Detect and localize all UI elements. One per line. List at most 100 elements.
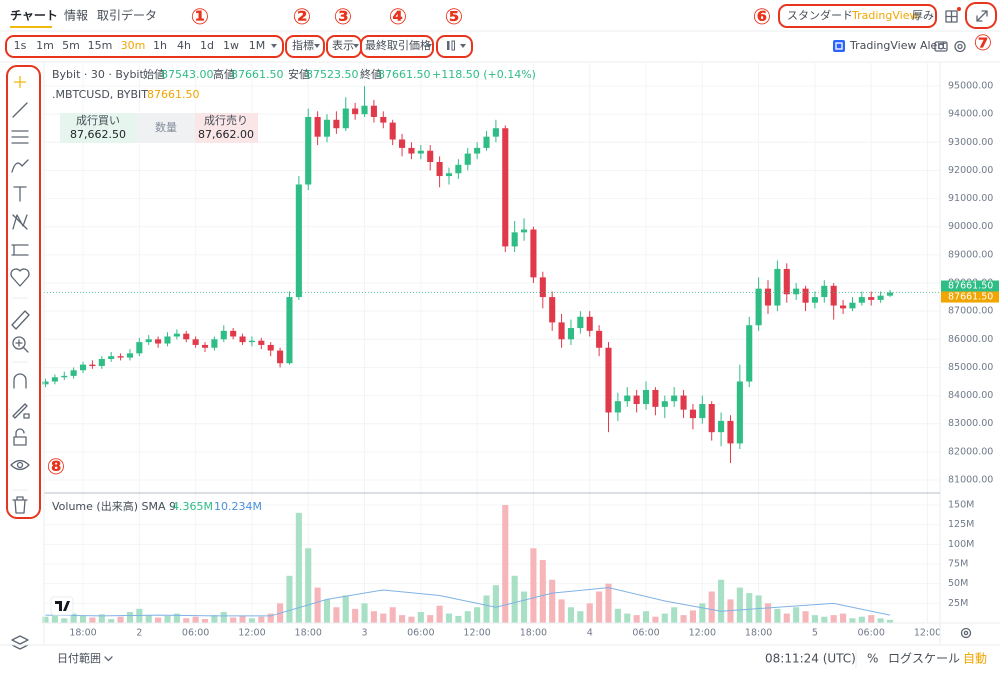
y-tick-label: 89000.00 (948, 249, 993, 260)
lock-tool[interactable] (13, 436, 27, 446)
dropdown-arrow (353, 44, 359, 48)
tab[interactable]: チャート (10, 9, 58, 23)
volume-bar (427, 615, 434, 623)
fullscreen-icon[interactable] (976, 10, 988, 22)
line-tool[interactable] (12, 102, 28, 118)
volume-tick-label: 75M (948, 558, 968, 569)
alert-button[interactable] (833, 40, 845, 52)
clock: 08:11:24 (UTC) (765, 652, 856, 666)
volume-bar (239, 615, 246, 623)
view-mode[interactable]: TradingView (851, 9, 918, 22)
candle-body (577, 316, 584, 329)
candle-body (389, 122, 396, 140)
candle-body (145, 339, 152, 343)
menu[interactable]: 表示 (332, 38, 354, 52)
volume-bar (61, 618, 68, 623)
interval[interactable]: 1d (200, 39, 214, 52)
channel-tool[interactable] (11, 130, 29, 144)
interval[interactable]: 15m (88, 39, 113, 52)
candle-body (51, 377, 58, 382)
sell-button[interactable] (195, 113, 258, 143)
candle-body (652, 389, 659, 407)
interval[interactable]: 1m (36, 39, 54, 52)
lock-drawing-tool[interactable] (12, 403, 30, 419)
crosshair-tool[interactable] (14, 76, 26, 88)
interval[interactable]: 30m (121, 39, 146, 52)
time-settings-icon[interactable] (960, 627, 972, 639)
favorite-tool[interactable] (10, 268, 30, 287)
candle-body (333, 119, 340, 129)
interval[interactable]: 4h (177, 39, 191, 52)
menu[interactable]: 最終取引価格 (365, 38, 431, 52)
candle-body (277, 350, 284, 364)
volume-title: Volume (出来高) SMA 9 (52, 499, 176, 513)
volume-bar (192, 616, 199, 623)
interval[interactable]: 1w (223, 39, 239, 52)
interval[interactable]: 1h (153, 39, 167, 52)
annotation-number: ① (191, 5, 210, 30)
percent-toggle[interactable]: % (867, 652, 878, 666)
menu[interactable]: 指標 (292, 38, 314, 52)
text-tool[interactable] (13, 186, 27, 202)
candle-body (596, 330, 603, 348)
volume-bar (821, 616, 828, 623)
drawing-toolbar (10, 76, 30, 650)
projection-tool[interactable] (11, 244, 29, 256)
date-range[interactable]: 日付範囲 (57, 651, 101, 665)
volume-bar (201, 619, 209, 623)
pattern-tool[interactable] (12, 214, 28, 230)
volume-bar (849, 618, 856, 623)
dropdown-arrow[interactable] (271, 44, 277, 48)
candle-body (370, 105, 377, 117)
view-mode[interactable]: 厚み (912, 9, 934, 22)
layout-icon[interactable] (945, 7, 961, 23)
tradingview-logo[interactable] (50, 596, 74, 616)
candle-body (764, 288, 772, 306)
view-mode[interactable]: スタンダード (787, 8, 853, 22)
alert-label[interactable]: TradingView Alert (849, 39, 947, 52)
candle-body (811, 297, 818, 303)
candle-body (755, 288, 762, 326)
candle-body (427, 150, 434, 162)
buy-button[interactable] (60, 113, 137, 143)
volume-bar (173, 613, 180, 623)
tab[interactable]: 取引データ (97, 8, 157, 23)
interval[interactable]: 1s (14, 39, 27, 52)
interval[interactable]: 5m (62, 39, 80, 52)
tab[interactable]: 情報 (64, 9, 88, 23)
candle-body (295, 184, 302, 298)
y-tick-label: 91000.00 (948, 193, 993, 204)
auto-toggle[interactable]: 自動 (963, 652, 987, 666)
candle-body (530, 229, 537, 278)
candle-body (42, 381, 49, 385)
candle-body (455, 164, 462, 174)
interval[interactable]: 1M (249, 39, 266, 52)
volume-bar (211, 615, 218, 623)
brush-tool[interactable] (11, 159, 29, 173)
buy-price: 87,662.50 (70, 128, 126, 141)
legend-label: 終値 (360, 67, 382, 81)
visibility-tool[interactable] (10, 459, 30, 471)
candle-body (567, 328, 575, 340)
magnet-tool[interactable] (13, 373, 27, 389)
delete-tool[interactable] (12, 496, 28, 514)
y-tick-label: 95000.00 (948, 81, 993, 92)
candle-body (624, 395, 631, 402)
ruler-tool[interactable] (11, 310, 30, 330)
volume-bar (530, 548, 537, 623)
qty-field[interactable] (137, 113, 195, 143)
log-toggle[interactable]: ログスケール (888, 652, 960, 666)
candle-body (821, 285, 828, 298)
volume-bar (42, 616, 49, 623)
layers-icon[interactable] (11, 635, 29, 650)
candle-body (79, 364, 87, 371)
volume-tick-label: 100M (948, 539, 974, 550)
chart-style-button[interactable] (447, 40, 466, 51)
sma-value: 10.234M (214, 500, 262, 513)
volume-bar (596, 591, 603, 623)
candle-body (211, 339, 218, 348)
camera-icon[interactable] (934, 41, 948, 52)
settings-icon[interactable] (954, 40, 966, 53)
zoom-tool[interactable] (12, 336, 26, 350)
y-tick-label: 94000.00 (948, 109, 993, 120)
